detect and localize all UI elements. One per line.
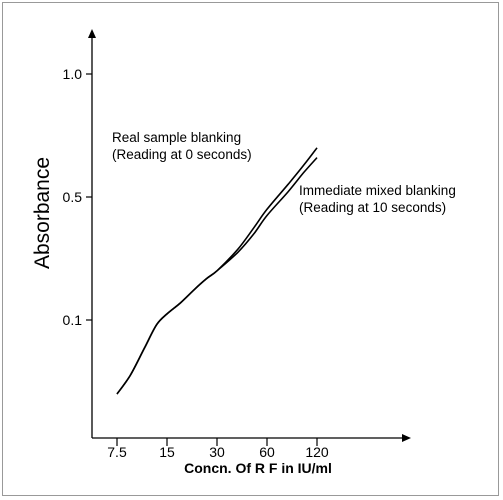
y-tick-label: 0.1: [63, 312, 83, 328]
x-ticks: 7.5 15 30 60 120: [107, 438, 329, 460]
annotation-real-line2: (Reading at 0 seconds): [112, 147, 252, 162]
x-axis-arrow: [402, 434, 411, 442]
y-axis-arrow: [88, 29, 96, 38]
y-ticks: 0.1 0.5 1.0: [63, 66, 92, 328]
x-tick-label: 15: [159, 444, 175, 460]
x-tick-label: 30: [209, 444, 225, 460]
y-tick-label: 1.0: [63, 66, 83, 82]
annotation-immediate-line2: (Reading at 10 seconds): [299, 200, 446, 215]
annotation-immediate-line1: Immediate mixed blanking: [299, 183, 456, 198]
series-lines: [116, 147, 318, 395]
y-axis-title: Absorbance: [31, 157, 54, 269]
x-tick-label: 120: [305, 444, 329, 460]
x-axis-title: Concn. Of R F in IU/ml: [184, 460, 332, 476]
x-tick-label: 60: [259, 444, 275, 460]
annotation-real-line1: Real sample blanking: [112, 130, 241, 145]
series-immediate-mixed-blanking: [116, 157, 318, 395]
x-tick-label: 7.5: [107, 444, 127, 460]
y-tick-label: 0.5: [63, 189, 83, 205]
chart-frame: [2, 2, 499, 496]
